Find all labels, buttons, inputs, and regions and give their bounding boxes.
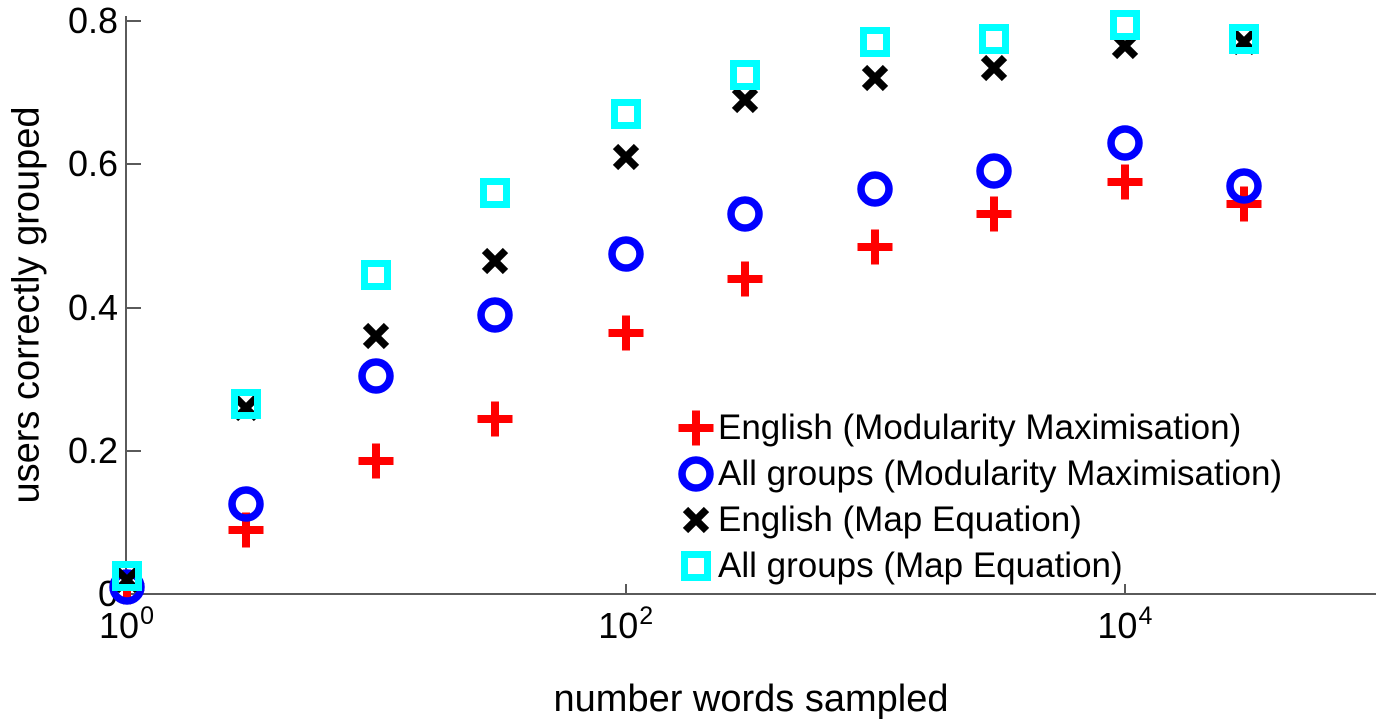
data-point-marker-plus <box>473 397 517 441</box>
data-point-marker-square <box>473 171 517 215</box>
data-point-marker-plus <box>224 508 268 552</box>
data-point-marker-square <box>972 17 1016 61</box>
data-point-marker-square <box>723 53 767 97</box>
y-tick-label: 0.8 <box>67 0 118 41</box>
data-point-marker-circle <box>224 482 268 526</box>
y-tick-label: 0.2 <box>67 429 118 471</box>
data-point-marker-plus <box>1103 160 1147 204</box>
data-point-marker-plus <box>1222 182 1266 226</box>
legend-x-icon <box>676 498 716 542</box>
data-point-marker-x <box>1103 24 1147 68</box>
data-point-marker-square <box>224 382 268 426</box>
legend-plus-icon <box>676 406 716 450</box>
data-point-marker-x <box>354 314 398 358</box>
legend-label: All groups (Map Equation) <box>718 546 1123 585</box>
legend-square-icon <box>676 544 716 588</box>
data-point-marker-x <box>972 46 1016 90</box>
data-point-marker-x <box>853 56 897 100</box>
x-axis-line <box>125 593 1376 595</box>
x-tick-mark <box>624 584 627 594</box>
data-point-marker-circle <box>354 354 398 398</box>
x-tick-label: 100 <box>72 602 182 650</box>
data-point-marker-circle <box>723 192 767 236</box>
x-tick-label: 102 <box>571 602 681 650</box>
y-tick-label: 0.4 <box>67 286 118 328</box>
data-point-marker-circle <box>972 149 1016 193</box>
data-point-marker-plus <box>972 192 1016 236</box>
x-tick-exponent: 0 <box>140 602 154 630</box>
x-tick-mark <box>125 584 128 594</box>
x-tick-exponent: 2 <box>639 602 654 630</box>
data-point-marker-circle <box>473 293 517 337</box>
data-point-marker-circle <box>853 167 897 211</box>
y-tick-mark <box>127 449 141 452</box>
data-point-marker-circle <box>1103 121 1147 165</box>
y-tick-mark <box>127 306 141 309</box>
data-point-marker-plus <box>853 225 897 269</box>
y-tick-mark <box>127 163 141 166</box>
y-tick-label: 0.6 <box>67 143 118 185</box>
y-axis-line <box>125 16 127 594</box>
y-axis-title: users correctly grouped <box>5 106 48 504</box>
data-point-marker-square <box>354 253 398 297</box>
legend-item: English (Modularity Maximisation) <box>676 405 1282 451</box>
legend-item: All groups (Modularity Maximisation) <box>676 451 1282 497</box>
data-point-marker-square <box>604 92 648 136</box>
x-axis-title: number words sampled <box>553 678 949 720</box>
legend-label: English (Map Equation) <box>718 500 1082 539</box>
legend-label: English (Modularity Maximisation) <box>718 408 1242 447</box>
legend-label: All groups (Modularity Maximisation) <box>718 454 1283 493</box>
data-point-marker-plus <box>354 439 398 483</box>
y-tick-mark <box>127 20 141 22</box>
x-tick-mark <box>1123 584 1126 594</box>
data-point-marker-x <box>604 135 648 179</box>
x-tick-base: 10 <box>99 605 140 646</box>
data-point-marker-x <box>473 239 517 283</box>
x-tick-exponent: 4 <box>1138 602 1153 630</box>
data-point-marker-circle <box>604 232 648 276</box>
x-tick-label: 104 <box>1070 602 1180 650</box>
data-point-marker-square <box>1103 3 1147 47</box>
legend-item: English (Map Equation) <box>676 497 1282 543</box>
data-point-marker-x <box>723 78 767 122</box>
data-point-marker-square <box>1222 17 1266 61</box>
data-point-marker-square <box>853 20 897 64</box>
data-point-marker-x <box>224 386 268 430</box>
x-tick-base: 10 <box>1097 605 1138 646</box>
data-point-marker-plus <box>723 257 767 301</box>
data-point-marker-plus <box>604 311 648 355</box>
legend-item: All groups (Map Equation) <box>676 543 1282 589</box>
legend: English (Modularity Maximisation) All gro… <box>676 405 1282 589</box>
data-point-marker-circle <box>1222 164 1266 208</box>
data-point-marker-x <box>1222 20 1266 64</box>
x-tick-base: 10 <box>598 605 639 646</box>
legend-circle-icon <box>676 452 716 496</box>
